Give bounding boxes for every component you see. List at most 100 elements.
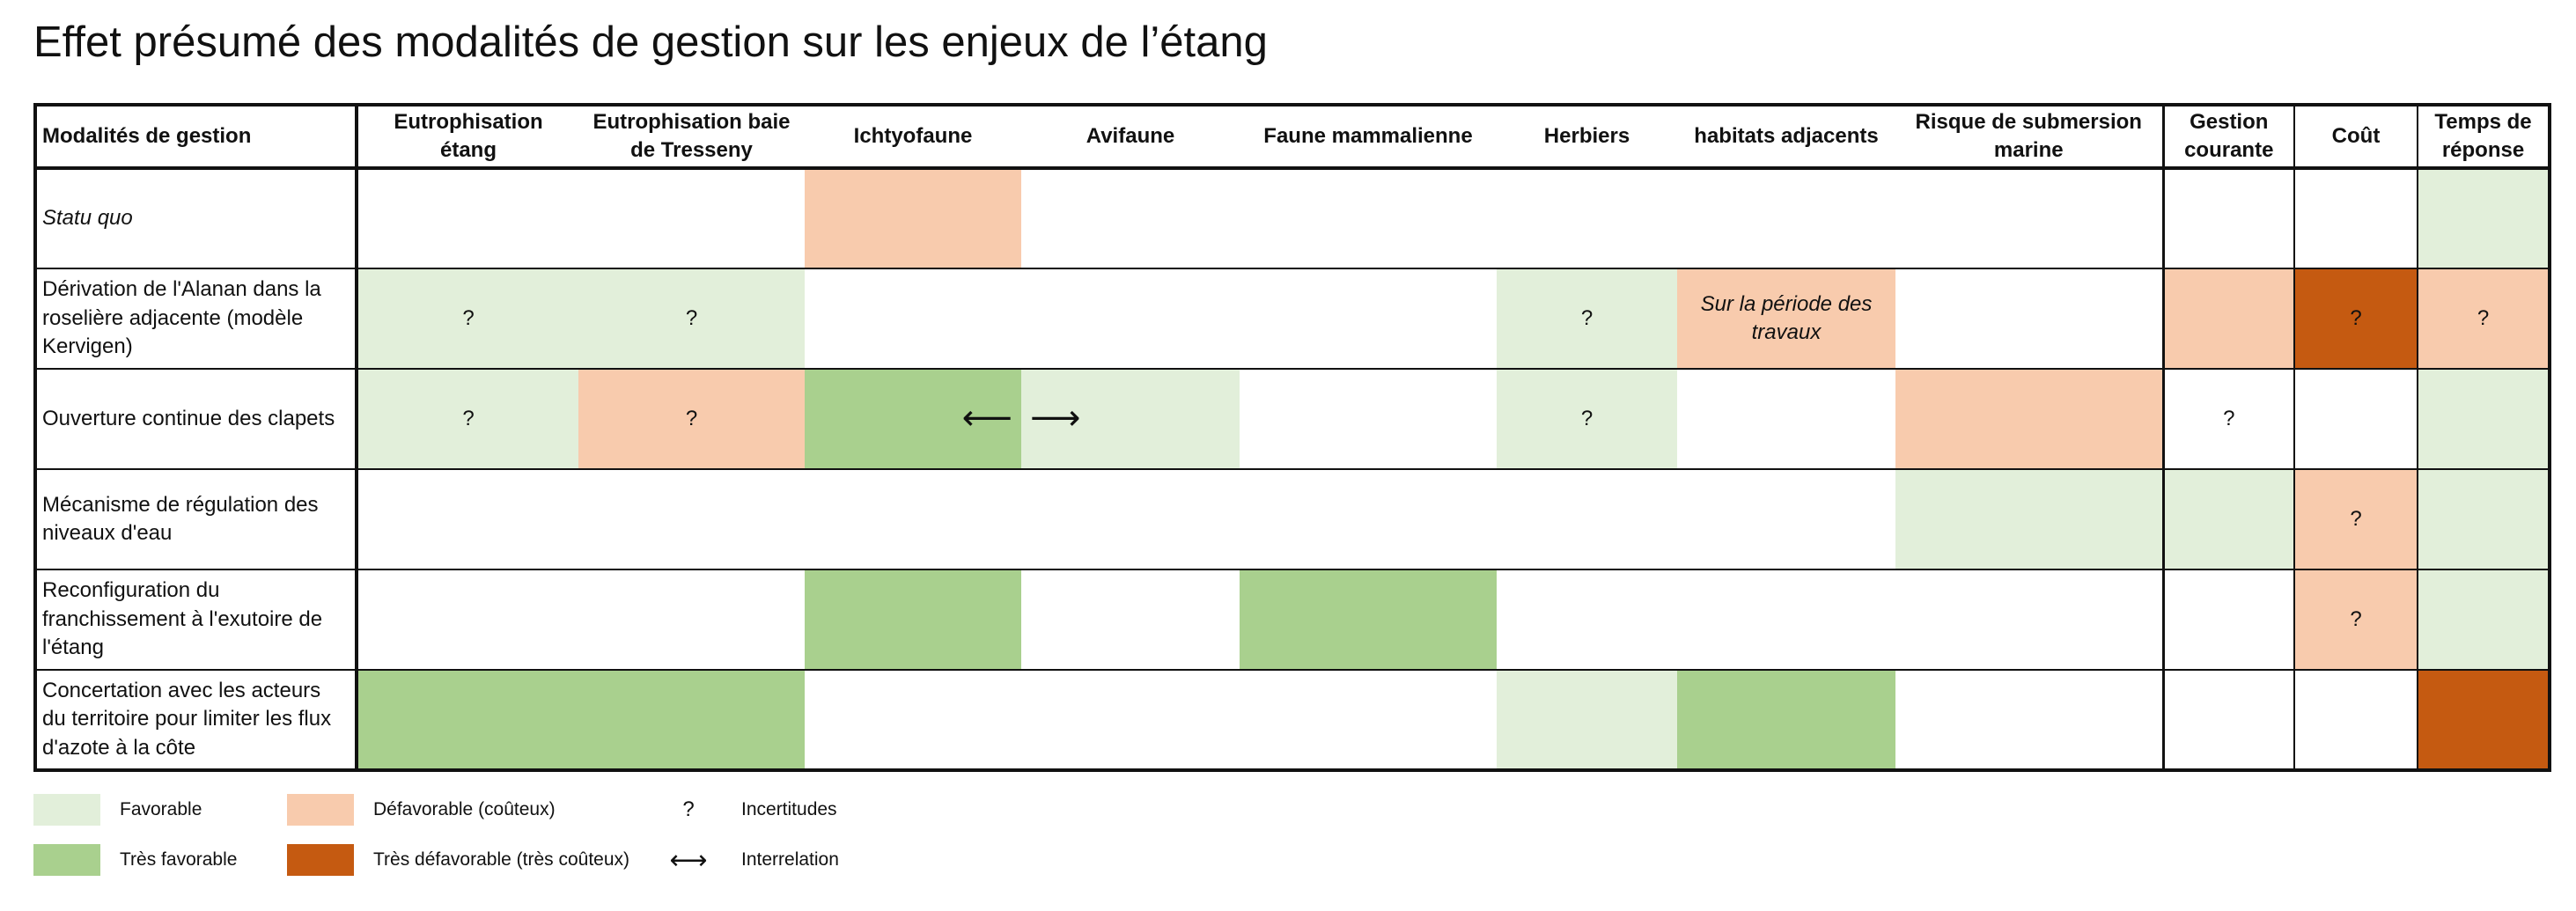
rating-cell	[1240, 368, 1497, 469]
legend-item-defavorable: Défavorable (coûteux)	[287, 792, 556, 827]
rating-cell	[357, 166, 578, 268]
rating-cell	[1240, 468, 1497, 569]
rating-cell	[357, 669, 578, 772]
rating-cell	[1677, 669, 1895, 772]
rating-cell	[1240, 569, 1497, 670]
rating-cell	[357, 569, 578, 670]
column-header-cout: Coût	[2294, 103, 2418, 170]
rating-cell	[1895, 569, 2165, 670]
rating-cell	[805, 166, 1021, 268]
page-title: Effet présumé des modalités de gestion s…	[33, 18, 1268, 66]
legend-label: Favorable	[120, 799, 202, 819]
rating-cell	[805, 669, 1021, 772]
rating-cell	[2163, 569, 2295, 670]
column-header-eutrophisation-etang: Eutrophisation étang	[357, 103, 578, 170]
rating-cell	[578, 569, 805, 670]
double-arrow-icon: ⟷	[669, 845, 708, 875]
rating-cell	[1895, 268, 2165, 369]
rating-cell	[1895, 669, 2165, 772]
rating-cell	[2418, 569, 2551, 670]
rating-cell	[2163, 268, 2295, 369]
rating-cell: ?	[357, 268, 578, 369]
column-header-habitats-adjacents: habitats adjacents	[1677, 103, 1895, 170]
rating-cell	[1021, 468, 1240, 569]
legend-swatch-favorable	[33, 794, 100, 826]
rating-cell: ⟶	[1021, 368, 1240, 469]
legend-swatch-defavorable	[287, 794, 354, 826]
rating-cell: ?	[2294, 468, 2418, 569]
rating-cell	[2418, 669, 2551, 772]
rating-cell	[1021, 166, 1240, 268]
column-header-faune-mammalienne: Faune mammalienne	[1240, 103, 1497, 170]
rating-cell	[1677, 468, 1895, 569]
row-label: Ouverture continue des clapets	[33, 368, 358, 469]
legend-swatch-tres-favorable	[33, 844, 100, 876]
rating-cell	[1677, 166, 1895, 268]
legend-label: Défavorable (coûteux)	[373, 799, 556, 819]
rating-cell	[1240, 166, 1497, 268]
row-label: Statu quo	[33, 166, 358, 268]
legend-item-favorable: Favorable	[33, 792, 202, 827]
row-label: Mécanisme de régulation des niveaux d'ea…	[33, 468, 358, 569]
row-label: Reconfiguration du franchissement à l'ex…	[33, 569, 358, 670]
rating-cell	[1497, 569, 1677, 670]
rating-cell: ?	[1497, 368, 1677, 469]
rating-cell	[2294, 669, 2418, 772]
rating-cell: ⟵	[805, 368, 1021, 469]
rating-cell	[1240, 268, 1497, 369]
table-row: Concertation avec les acteurs du territo…	[33, 669, 2551, 772]
column-header-eutrophisation-baie: Eutrophisation baie de Tresseny	[578, 103, 805, 170]
legend-item-tres-defavorable: Très défavorable (très coûteux)	[287, 842, 629, 878]
column-header-gestion-courante: Gestion courante	[2163, 103, 2295, 170]
rating-cell	[1021, 569, 1240, 670]
legend-label: Très favorable	[120, 849, 238, 870]
legend-item-interrelation: ⟷ Interrelation	[655, 842, 839, 878]
column-header-ichtyofaune: Ichtyofaune	[805, 103, 1021, 170]
row-label: Dérivation de l'Alanan dans la roselière…	[33, 268, 358, 369]
legend-item-tres-favorable: Très favorable	[33, 842, 237, 878]
column-header-temps-reponse: Temps de réponse	[2418, 103, 2551, 170]
rating-cell	[1240, 669, 1497, 772]
rating-cell	[1677, 368, 1895, 469]
rating-cell	[2418, 368, 2551, 469]
legend-label: Incertitudes	[741, 799, 837, 819]
rating-cell: ?	[578, 268, 805, 369]
arrow-left-icon: ⟵	[961, 398, 1012, 437]
column-header-herbiers: Herbiers	[1497, 103, 1677, 170]
rating-cell	[2418, 468, 2551, 569]
rating-cell: ?	[1497, 268, 1677, 369]
table-row: Ouverture continue des clapets ? ? ⟵ ⟶ ?…	[33, 368, 2551, 469]
rating-cell	[1895, 166, 2165, 268]
table-row: Statu quo	[33, 166, 2551, 268]
legend-label: Interrelation	[741, 849, 839, 870]
rating-cell	[1021, 268, 1240, 369]
legend: Favorable Très favorable Défavorable (co…	[33, 792, 1002, 889]
column-header-avifaune: Avifaune	[1021, 103, 1240, 170]
column-header-risque-submersion: Risque de submersion marine	[1895, 103, 2165, 170]
rating-cell	[578, 166, 805, 268]
rating-cell	[578, 468, 805, 569]
rating-cell	[357, 468, 578, 569]
table-row: Mécanisme de régulation des niveaux d'ea…	[33, 468, 2551, 569]
rating-cell: ?	[2418, 268, 2551, 369]
rating-cell	[805, 468, 1021, 569]
rating-cell: ?	[357, 368, 578, 469]
rating-cell	[578, 669, 805, 772]
column-header-modalites: Modalités de gestion	[33, 103, 358, 170]
legend-swatch-tres-defavorable	[287, 844, 354, 876]
rating-cell	[1895, 468, 2165, 569]
rating-cell	[2294, 368, 2418, 469]
rating-cell: ?	[2294, 268, 2418, 369]
rating-cell	[1021, 669, 1240, 772]
management-effects-table: Modalités de gestion Eutrophisation étan…	[33, 103, 2551, 772]
rating-cell: ?	[2163, 368, 2295, 469]
arrow-right-icon: ⟶	[1030, 398, 1081, 437]
rating-cell	[805, 569, 1021, 670]
header-row: Modalités de gestion Eutrophisation étan…	[33, 103, 2551, 170]
legend-label: Très défavorable (très coûteux)	[373, 849, 630, 870]
rating-cell: ?	[2294, 569, 2418, 670]
rating-cell: ?	[578, 368, 805, 469]
rating-cell	[2294, 166, 2418, 268]
rating-cell	[1497, 468, 1677, 569]
question-mark-icon: ?	[682, 797, 695, 821]
